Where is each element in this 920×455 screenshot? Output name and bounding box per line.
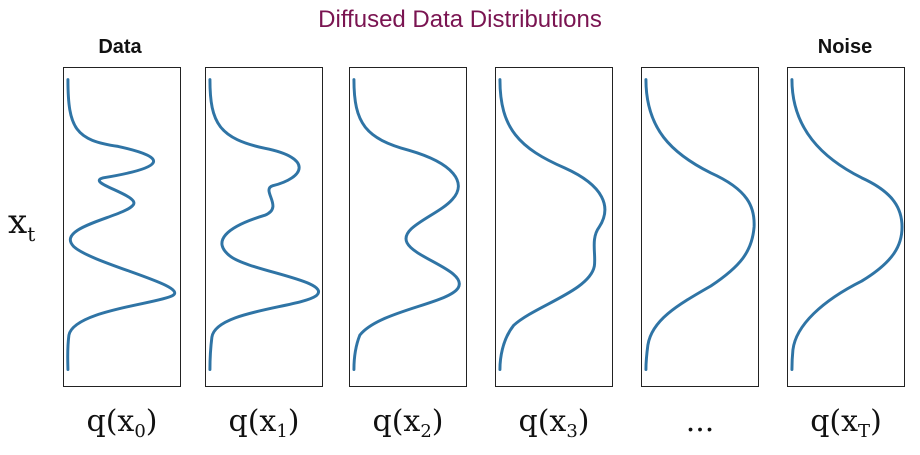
caption-q-x0: q(x0) [63,404,181,442]
caption-q-x3-base: q(x [518,404,567,439]
density-plot-xT [790,78,904,372]
caption-q-x1-base: q(x [228,404,277,439]
caption-q-x1-sub: 1 [276,421,288,442]
caption-q-x1: q(x1) [205,404,323,442]
y-axis-label: xt [8,202,35,246]
caption-q-xT-base: q(x [810,404,859,439]
panel-q-xT [787,67,905,387]
caption-q-x1-tail: ) [287,404,300,439]
density-curve-intermediate [644,78,756,372]
panel-q-x2 [349,67,467,387]
caption-q-xT-sub: T [858,421,871,442]
caption-q-x2-tail: ) [431,404,444,439]
panel-intermediate [641,67,759,387]
density-curve-x0 [66,78,177,372]
caption-q-xT: q(xT) [787,404,905,442]
noise-label: Noise [817,36,873,58]
density-plot-x1 [208,78,320,372]
panel-q-x1 [205,67,323,387]
caption-ellipsis: ... [685,404,715,439]
density-plot-x0 [66,78,177,372]
caption-q-x3: q(x3) [495,404,613,442]
panel-q-x3 [495,67,613,387]
caption-q-x3-sub: 3 [566,421,578,442]
density-curve-x2 [352,78,461,372]
y-axis-subscript: t [27,222,36,246]
figure-title: Diffused Data Distributions [318,6,602,33]
density-curve-x1 [208,78,320,372]
density-plot-x3 [498,78,607,372]
caption-q-x0-base: q(x [86,404,135,439]
caption-q-x2-sub: 2 [420,421,432,442]
data-label: Data [98,36,142,58]
caption-q-x0-tail: ) [145,404,158,439]
density-plot-intermediate [644,78,756,372]
caption-q-x3-tail: ) [577,404,590,439]
caption-q-x2-base: q(x [372,404,421,439]
caption-q-xT-tail: ) [870,404,882,439]
caption-q-x0-sub: 0 [134,421,146,442]
panel-q-x0 [63,67,181,387]
caption-q-x2: q(x2) [349,404,467,442]
density-curve-x3 [498,78,607,372]
y-axis-base: x [8,202,28,242]
density-curve-xT [790,78,904,372]
density-plot-x2 [352,78,461,372]
